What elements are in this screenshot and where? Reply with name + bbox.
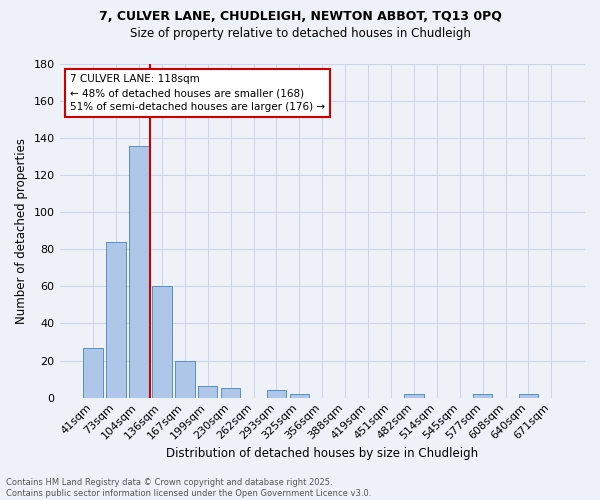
Bar [83,348,103,398]
Bar [519,394,538,398]
Text: 7 CULVER LANE: 118sqm
← 48% of detached houses are smaller (168)
51% of semi-det: 7 CULVER LANE: 118sqm ← 48% of detached … [70,74,325,112]
Y-axis label: Number of detached properties: Number of detached properties [15,138,28,324]
Bar [404,394,424,398]
Bar [175,360,194,398]
X-axis label: Distribution of detached houses by size in Chudleigh: Distribution of detached houses by size … [166,447,478,460]
Text: Size of property relative to detached houses in Chudleigh: Size of property relative to detached ho… [130,28,470,40]
Bar [267,390,286,398]
Bar [221,388,241,398]
Bar [473,394,493,398]
Bar [152,286,172,398]
Bar [129,146,149,398]
Text: 7, CULVER LANE, CHUDLEIGH, NEWTON ABBOT, TQ13 0PQ: 7, CULVER LANE, CHUDLEIGH, NEWTON ABBOT,… [98,10,502,23]
Text: Contains HM Land Registry data © Crown copyright and database right 2025.
Contai: Contains HM Land Registry data © Crown c… [6,478,371,498]
Bar [198,386,217,398]
Bar [106,242,126,398]
Bar [290,394,309,398]
